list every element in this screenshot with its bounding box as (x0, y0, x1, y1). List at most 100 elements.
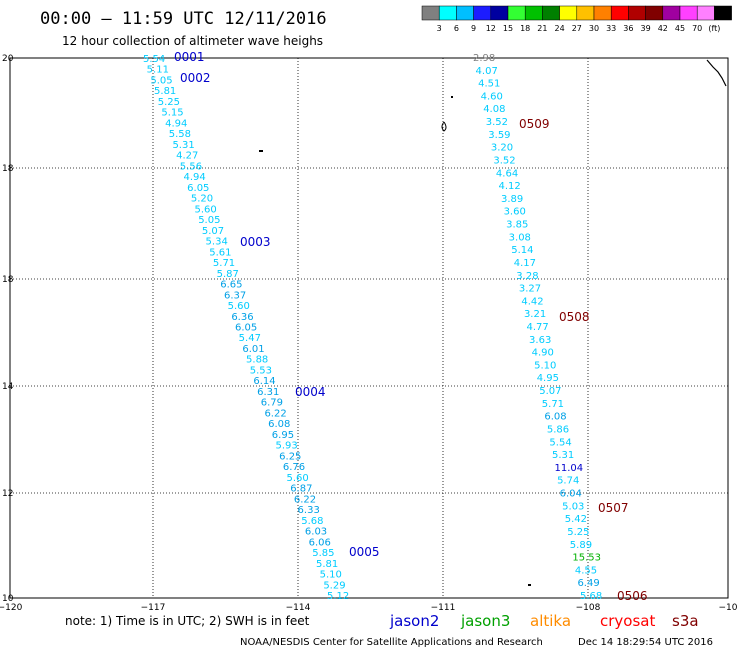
scale-label: 21 (537, 24, 547, 33)
wave-height-value: 5.89 (570, 540, 592, 551)
footer-note: note: 1) Time is in UTC; 2) SWH is in fe… (65, 614, 310, 628)
scale-label: 42 (658, 24, 668, 33)
pass-time-label: 0506 (617, 589, 648, 603)
wave-height-value: 3.27 (519, 284, 541, 295)
scale-label: 24 (555, 24, 565, 33)
wave-height-value: 3.52 (486, 117, 508, 128)
wave-height-value: 4.94 (183, 172, 205, 183)
scale-label: 3 (437, 24, 442, 33)
wave-height-value: 6.01 (242, 344, 264, 355)
wave-height-value: 5.81 (154, 86, 176, 97)
wave-height-value: 5.71 (542, 399, 564, 410)
coastline-features (259, 59, 727, 586)
wave-height-value: 6.05 (187, 183, 209, 194)
wave-height-value: 5.20 (191, 194, 213, 205)
wave-height-value: 6.65 (220, 280, 242, 291)
pass-time-label: 0002 (180, 71, 211, 85)
wave-height-value: 5.85 (312, 548, 334, 559)
wave-height-value: 5.60 (287, 473, 309, 484)
wave-height-value: 5.58 (169, 129, 191, 140)
wave-height-value: 5.42 (565, 514, 587, 525)
wave-height-value: 6.08 (268, 419, 290, 430)
wave-height-value: 5.61 (209, 247, 231, 258)
wave-height-value: 4.77 (527, 322, 549, 333)
scale-swatch (645, 5, 664, 21)
longitude-labels: −120 −117 −114 −111 −108 −10 (0, 603, 738, 613)
wave-height-value: 5.56 (180, 161, 202, 172)
mission-cryosat: cryosat (600, 612, 655, 630)
wave-height-value: 11.04 (555, 463, 584, 474)
wave-height-value: 4.08 (483, 104, 505, 115)
wave-height-value: 5.93 (275, 441, 297, 452)
wave-height-value: 6.76 (283, 462, 305, 473)
scale-swatch (714, 5, 732, 21)
island-dot (451, 96, 453, 98)
latitude-label: 14 (2, 382, 14, 392)
wave-height-value: 6.05 (235, 323, 257, 334)
mission-jason2: jason2 (389, 612, 439, 630)
longitude-label: −114 (286, 603, 311, 613)
wave-height-value: 2.98 (473, 53, 495, 64)
wave-height-value: 5.05 (198, 215, 220, 226)
scale-swatch (542, 5, 560, 21)
wave-height-value: 5.47 (239, 333, 261, 344)
wave-height-value: 5.25 (158, 97, 180, 108)
island-dot (259, 150, 263, 152)
longitude-label: −117 (141, 603, 166, 613)
scale-label: 15 (503, 24, 513, 33)
scale-swatch (628, 5, 646, 21)
scale-label: 33 (606, 24, 616, 33)
wave-height-value: 3.60 (504, 207, 526, 218)
wave-height-value: 5.31 (172, 140, 194, 151)
wave-height-value: 4.94 (165, 118, 187, 129)
scale-swatch (593, 5, 612, 21)
pass-time-labels: 0001 0002 0003 0004 0005 0509 0508 0507 0506 (174, 50, 648, 603)
wave-height-value: 5.53 (250, 365, 272, 376)
wave-height-value: 5.74 (557, 476, 579, 487)
latitude-label: 10 (2, 594, 14, 604)
scale-swatch (576, 5, 595, 21)
wave-height-value: 6.37 (224, 290, 246, 301)
scale-swatch (610, 5, 629, 21)
wave-height-value: 6.14 (253, 376, 275, 387)
wave-height-value: 5.88 (246, 355, 268, 366)
coastline (706, 59, 727, 87)
wave-height-value: 4.60 (481, 91, 503, 102)
wave-height-value: 5.25 (567, 527, 589, 538)
latitude-label: 18 (2, 164, 14, 174)
scale-swatch (524, 5, 543, 21)
wave-height-value: 3.28 (516, 271, 538, 282)
latitude-label: 12 (2, 489, 13, 499)
scale-swatch (438, 5, 457, 21)
wave-height-value: 5.12 (327, 591, 349, 602)
mission-jason3: jason3 (460, 612, 510, 630)
wave-height-value: 6.95 (272, 430, 294, 441)
wave-height-value: 4.07 (476, 66, 498, 77)
pass-time-label: 0509 (519, 117, 550, 131)
wave-height-value: 5.10 (534, 360, 556, 371)
wave-height-value: 6.06 (309, 537, 331, 548)
island-outline (441, 121, 447, 132)
latitude-label: 20 (2, 54, 14, 64)
pass-time-label: 0001 (174, 50, 205, 64)
wave-height-value: 4.55 (575, 565, 597, 576)
wave-height-value: 6.22 (264, 408, 286, 419)
scale-swatch (696, 5, 715, 21)
wave-height-value: 5.15 (161, 108, 183, 119)
scale-swatch (662, 5, 681, 21)
wave-height-value: 5.11 (147, 65, 169, 76)
scale-label: 9 (471, 24, 476, 33)
pass-time-label: 0005 (349, 545, 380, 559)
wave-height-value: 5.31 (552, 450, 574, 461)
wave-height-value: 5.29 (323, 580, 345, 591)
wave-height-value: 5.10 (320, 570, 342, 581)
latitude-label: 18 (2, 275, 14, 285)
pass-time-label: 0004 (295, 385, 326, 399)
wave-height-value: 6.31 (257, 387, 279, 398)
scale-swatch (679, 5, 698, 21)
scale-swatch (559, 5, 578, 21)
pass-time-label: 0508 (559, 310, 590, 324)
scale-label: 27 (572, 24, 582, 33)
pass-time-label: 0507 (598, 501, 629, 515)
wave-height-value: 5.03 (562, 501, 584, 512)
